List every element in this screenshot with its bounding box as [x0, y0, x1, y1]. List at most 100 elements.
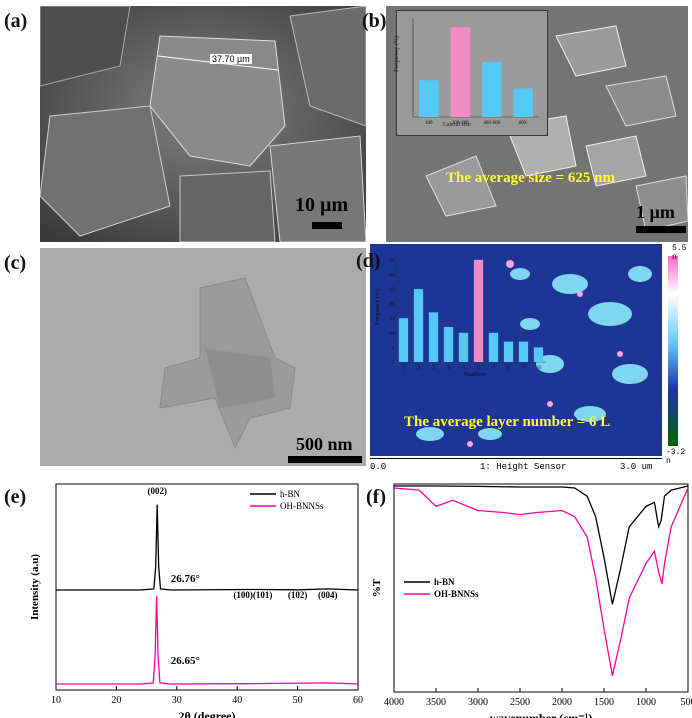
e-legend-label: h-BN	[280, 489, 301, 499]
d-inset-x-tick: 8	[507, 366, 510, 371]
f-legend-label: h-BN	[434, 577, 455, 587]
d-inset-bar	[503, 341, 514, 362]
f-x-tick-label: 3500	[426, 697, 446, 708]
panel-b-inset-ylabel: Frequency (%)	[393, 36, 400, 72]
panel-f-label: (f)	[366, 486, 386, 508]
f-series-h-bn	[394, 485, 689, 605]
e-x-tick-label: 10	[51, 695, 61, 706]
f-legend-label: OH-BNNSs	[434, 589, 479, 599]
e-peak-label-002: (002)	[147, 486, 167, 496]
panel-d-afm-image: 1 2 3 4 5 6 7 8 9 10 35 30 25 20 15 10 5 0 Numbers Freque…	[370, 244, 662, 456]
d-inset-y-tick: 15	[389, 317, 395, 322]
d-inset-bar	[458, 332, 469, 362]
d-inset-bar	[488, 332, 499, 362]
panel-d-colorbar-top: 5.5 n	[672, 244, 687, 262]
panel-d-inset-chart: 1 2 3 4 5 6 7 8 9 10 35 30 25 20 15 10 5 0	[389, 254, 546, 371]
panel-b-scale-label: 1 µm	[636, 202, 675, 222]
panel-a-texture	[40, 6, 366, 242]
f-y-axis-label: %T	[371, 578, 383, 597]
e-series-oh-bnnss	[56, 595, 359, 685]
b-inset-bar	[418, 80, 439, 117]
f-x-tick-label: 2000	[552, 697, 572, 708]
panel-a-scale-label: 10 µm	[295, 194, 349, 216]
e-x-tick-label: 40	[232, 695, 242, 706]
d-inset-bar	[518, 341, 529, 362]
panel-d-axis-center: 1: Height Sensor	[480, 462, 567, 472]
b-inset-bar	[450, 27, 471, 118]
b-inset-x-tick: 100	[425, 121, 433, 126]
panel-e-label: (e)	[4, 486, 27, 508]
e-plot-frame	[55, 483, 359, 691]
d-inset-y-tick: 10	[389, 332, 395, 337]
d-inset-bar	[473, 259, 484, 362]
e-x-tick-label: 30	[172, 695, 182, 706]
panel-c-scale-label: 500 nm	[296, 434, 353, 454]
panel-c-label: (c)	[4, 252, 27, 274]
e-peak-label-oh: 26.65°	[171, 655, 200, 667]
panel-b-label: (b)	[362, 10, 387, 32]
panel-d-label: (d)	[356, 250, 381, 272]
panel-a-scale-bar	[312, 222, 342, 229]
d-inset-x-tick: 6	[477, 366, 480, 371]
panel-d-axis-right: 3.0 um	[620, 462, 653, 472]
panel-d-axis-line	[370, 458, 662, 459]
b-inset-x-tick: 200-400	[452, 121, 469, 126]
d-inset-y-tick: 35	[389, 259, 395, 264]
panel-d-colorbar-bottom: -3.2 n	[666, 448, 686, 466]
f-plot-frame	[393, 483, 689, 693]
e-x-axis-label: 2θ (degree)	[178, 709, 235, 718]
f-x-tick-label: 4000	[384, 697, 404, 708]
d-inset-x-tick: 3	[432, 366, 435, 371]
f-x-tick-label: 1500	[594, 697, 614, 708]
f-series-oh-bnnss	[393, 487, 689, 676]
f-x-tick-label: 500	[681, 697, 692, 708]
d-inset-y-tick: 5	[392, 346, 395, 351]
e-legend-label: OH-BNNSs	[280, 501, 324, 511]
panel-a-label: (a)	[4, 10, 28, 32]
d-inset-y-tick: 25	[389, 288, 395, 293]
e-x-tick-label: 60	[353, 695, 363, 706]
d-inset-x-tick: 1	[402, 366, 405, 371]
b-inset-bar	[481, 61, 502, 117]
e-peak-label-004: (004)	[318, 590, 338, 600]
e-x-tick-label: 20	[111, 695, 121, 706]
panel-b-inset: 100 200-400 400-800 800- Lateral size Frequ…	[393, 10, 548, 136]
d-inset-bar	[398, 318, 409, 362]
panel-d-inset: 1 2 3 4 5 6 7 8 9 10 35 30 25 20 15 10 5 0 Numbers Freque…	[374, 248, 554, 384]
panel-d-inset-ylabel: Frequency (%)	[374, 289, 381, 325]
d-inset-bar	[428, 312, 439, 362]
f-x-tick-label: 1000	[636, 697, 656, 708]
panel-b-inset-chart: 100 200-400 400-800 800-	[412, 19, 539, 126]
e-series-h-bn	[56, 504, 359, 591]
e-peak-label-100-101: (100)(101)	[233, 590, 272, 600]
f-x-tick-label: 3000	[468, 697, 488, 708]
panel-c-tem-image: 500 nm	[40, 248, 366, 466]
panel-b-sem-image: 100 200-400 400-800 800- Lateral size Frequ…	[386, 6, 688, 242]
f-x-tick-label: 2500	[510, 697, 530, 708]
panel-e-xrd-chart: 10 20 30 40 50 60 2θ (degree) Intensity (a.u) (0…	[29, 483, 363, 718]
d-inset-x-tick: 2	[417, 366, 420, 371]
panel-b-scale-bar	[636, 226, 686, 233]
d-inset-y-tick: 20	[389, 303, 395, 308]
panel-c-texture	[40, 248, 366, 466]
d-inset-bar	[443, 326, 454, 362]
panel-a-measure-label: 37.70 µm	[210, 54, 252, 64]
b-inset-x-tick: 800-	[519, 121, 529, 126]
d-inset-x-tick: 9	[522, 366, 525, 371]
d-inset-bar	[413, 289, 424, 362]
panel-d-inset-xlabel: Numbers	[464, 372, 486, 378]
panel-f-ftir-chart: 4000 3500 3000 2500 2000 1500 1000 500 wavenumbe…	[371, 483, 692, 718]
d-inset-y-tick: 30	[389, 273, 395, 278]
panel-d-colorbar	[668, 256, 678, 446]
panel-a-sem-image: 37.70 µm 10 µm	[40, 6, 366, 242]
panel-b-caption: The average size = 625 nm	[446, 170, 615, 186]
f-x-axis-label: wavenumber (cm⁻¹)	[490, 711, 593, 718]
panel-b-inset-xlabel: Lateral size	[443, 122, 471, 128]
d-inset-x-tick: 10	[536, 366, 542, 371]
d-inset-bar	[533, 347, 544, 362]
b-inset-bar	[513, 88, 534, 117]
e-peak-label-102: (102)	[288, 590, 308, 600]
panel-d-axis-left: 0.0	[370, 462, 387, 472]
panel-d-texture	[370, 244, 662, 456]
d-inset-x-tick: 4	[447, 366, 450, 371]
